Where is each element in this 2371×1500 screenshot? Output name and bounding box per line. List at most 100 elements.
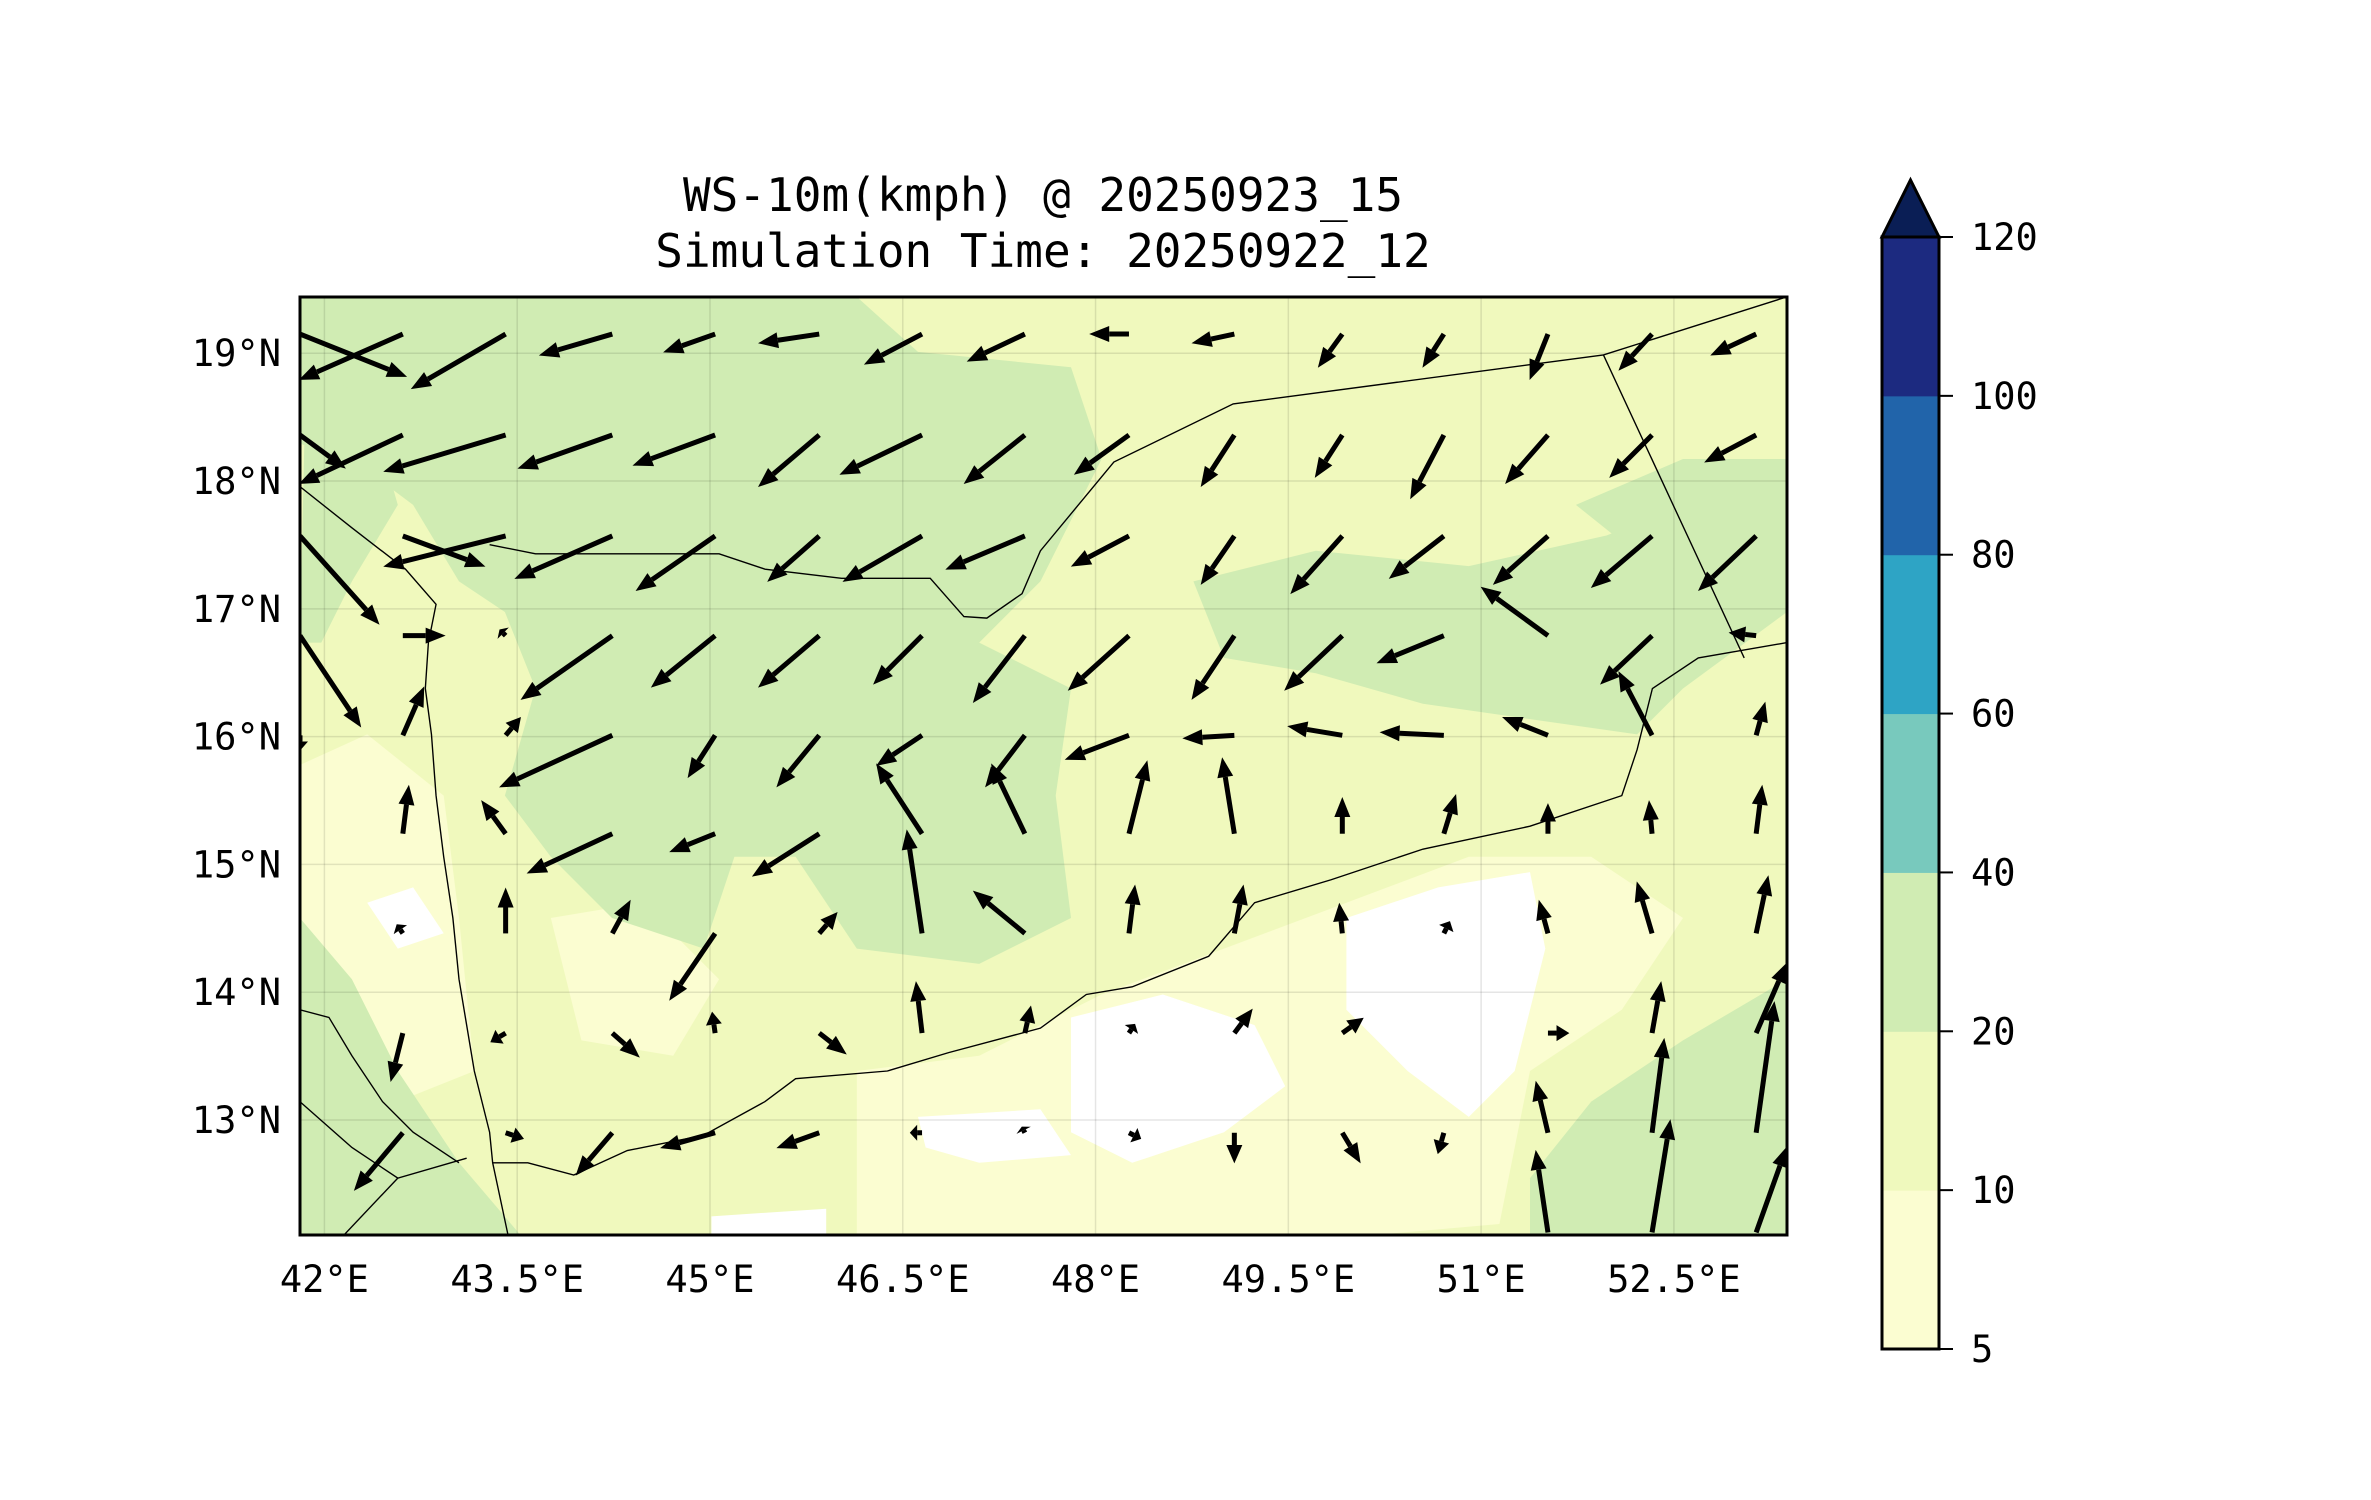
wind-arrow: [1200, 534, 1237, 585]
wind-arrow-head: [909, 1124, 918, 1141]
wind-arrow: [503, 716, 521, 737]
wind-arrow-head: [410, 372, 433, 390]
wind-arrow-shaft: [1088, 432, 1131, 466]
wind-arrow-shaft: [610, 1031, 627, 1047]
wind-arrow: [817, 911, 838, 936]
field-20-40-east: [1193, 504, 1787, 735]
wind-arrow-shaft: [557, 331, 614, 353]
wind-arrow: [300, 331, 408, 377]
wind-arrow-shaft: [678, 932, 718, 986]
wind-arrow-shaft: [678, 1130, 716, 1146]
wind-arrow-head: [514, 563, 536, 579]
wind-arrow: [1290, 534, 1345, 595]
wind-arrow-shaft: [400, 703, 419, 737]
wind-arrow-shaft: [962, 533, 1026, 565]
wind-arrow-shaft: [1222, 776, 1237, 835]
wind-arrow-head: [538, 342, 561, 358]
wind-arrow: [1480, 586, 1550, 638]
colorbar-segment: [1882, 1190, 1939, 1350]
wind-arrow-shaft: [884, 778, 925, 836]
wind-arrow-head: [1505, 463, 1525, 484]
y-tick-label: 14°N: [192, 971, 281, 1014]
wind-arrow: [1753, 962, 1787, 1035]
wind-arrow-head: [826, 1035, 847, 1055]
wind-arrow: [1649, 1119, 1676, 1233]
wind-arrow: [1340, 1017, 1364, 1036]
wind-arrow-head: [767, 562, 788, 582]
wind-arrow-head: [1659, 1119, 1676, 1141]
wind-arrow-head: [758, 332, 779, 349]
wind-arrow-head: [387, 1060, 404, 1083]
wind-arrow-head: [660, 1135, 682, 1151]
field-below5-4: [367, 887, 444, 949]
wind-arrow-shaft: [681, 331, 716, 349]
wind-arrow-shaft: [398, 928, 405, 935]
wind-arrow-head: [776, 766, 796, 788]
wind-arrow: [1532, 1080, 1551, 1134]
wind-arrow: [758, 633, 821, 688]
wind-arrow-head: [901, 829, 918, 851]
wind-arrow-shaft: [1516, 433, 1550, 471]
wind-arrow-shaft: [1710, 534, 1758, 580]
wind-arrow-head: [1422, 346, 1440, 368]
wind-arrow: [1340, 1131, 1361, 1164]
wind-arrow: [1752, 701, 1768, 736]
wind-arrow-shaft: [516, 733, 614, 782]
wind-arrow: [1232, 1008, 1253, 1035]
wind-arrow: [1590, 534, 1654, 588]
wind-arrow-head: [1751, 784, 1768, 806]
coastlines-borders: [300, 297, 1787, 1235]
wind-arrow-shaft: [1022, 1021, 1030, 1034]
colorbar-frame: [1880, 235, 1941, 1351]
field-20-40-north: [300, 297, 1102, 964]
wind-arrow: [504, 1127, 524, 1143]
wind-arrow: [650, 633, 717, 688]
wind-arrow-shaft: [858, 533, 924, 575]
wind-arrow-head: [575, 1155, 595, 1176]
wind-arrow: [300, 534, 380, 625]
colorbar-tick-label: 20: [1971, 1010, 2016, 1053]
wind-arrow-head: [1530, 1149, 1547, 1171]
wind-arrow: [1505, 433, 1550, 484]
wind-arrow-head: [1067, 671, 1088, 691]
wind-arrow-head: [1539, 803, 1556, 822]
wind-arrow: [1314, 433, 1345, 478]
wind-arrow: [910, 981, 927, 1034]
wind-arrow-head: [1376, 648, 1399, 664]
wind-arrow-head: [863, 348, 886, 365]
wind-arrow-head: [393, 924, 408, 935]
wind-arrow-shaft: [1209, 433, 1237, 472]
wind-arrow-head: [963, 465, 985, 484]
wind-arrow-head: [1480, 586, 1502, 605]
wind-arrow-head: [1600, 665, 1621, 685]
wind-arrow: [1124, 884, 1141, 934]
wind-arrow-shaft: [1441, 812, 1453, 835]
wind-arrow-shaft: [1232, 1021, 1244, 1035]
wind-arrow: [1439, 921, 1454, 935]
wind-arrow-shaft: [787, 733, 822, 774]
yemen-oman-border: [1602, 354, 1745, 659]
wind-arrow-shaft: [1648, 819, 1655, 834]
wind-arrow-shaft: [1431, 332, 1446, 353]
wind-arrow-head: [1763, 1001, 1780, 1023]
wind-arrow-head: [398, 784, 415, 806]
wind-arrow-shaft: [1630, 332, 1654, 358]
wind-arrow-shaft: [1753, 720, 1763, 736]
wind-arrow-head: [1217, 757, 1234, 779]
wind-arrow-shaft: [501, 631, 508, 638]
wind-arrow-head: [619, 1038, 640, 1058]
wind-arrow-head: [1226, 1145, 1243, 1164]
wind-arrow: [767, 534, 821, 582]
wind-arrow-shaft: [1210, 331, 1235, 342]
wind-arrow-shaft: [1127, 1130, 1135, 1138]
wind-arrow: [1191, 634, 1237, 700]
wind-arrow-shaft: [300, 634, 353, 713]
colorbar-tick-label: 60: [1971, 693, 2016, 736]
wind-arrow-head: [1442, 793, 1458, 816]
wind-arrow-shaft: [686, 831, 717, 847]
wind-arrow-head: [1191, 678, 1210, 700]
saudi-yemen-border: [489, 297, 1787, 619]
wind-arrow-shaft: [1519, 722, 1549, 738]
wind-arrow-head: [300, 741, 308, 751]
y-tick-label: 18°N: [192, 460, 281, 503]
